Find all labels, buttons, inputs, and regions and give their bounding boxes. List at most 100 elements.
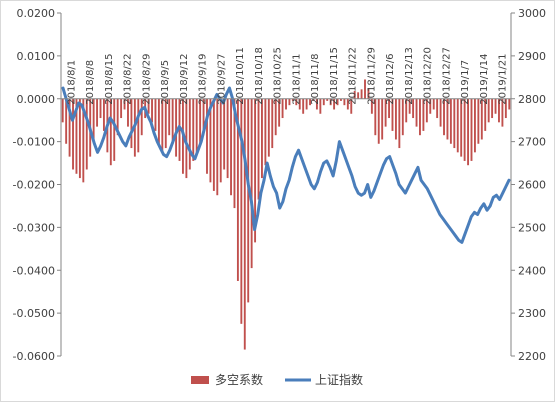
x-tick-label: 2018/8/8 <box>85 60 96 105</box>
bar <box>188 98 191 170</box>
bar <box>425 98 428 123</box>
line-layer <box>61 86 511 244</box>
bar <box>460 98 463 157</box>
bar <box>109 98 112 166</box>
bar <box>449 98 452 144</box>
bar <box>230 98 232 196</box>
bar <box>123 98 126 110</box>
x-tick-label: 2018/11/1 <box>291 53 302 104</box>
legend-label-bar: 多空系数 <box>215 372 263 387</box>
bar <box>120 98 123 119</box>
bar <box>353 91 356 99</box>
right-tick-label: 2800 <box>518 93 546 106</box>
bar <box>491 98 494 119</box>
bar <box>164 98 167 149</box>
bar <box>305 98 308 110</box>
bar <box>374 98 377 136</box>
bar <box>78 98 81 179</box>
right-tick-label: 2500 <box>518 221 546 234</box>
bar <box>96 98 99 127</box>
x-tick-label: 2018/11/22 <box>348 47 359 105</box>
right-tick-label: 2700 <box>518 136 546 149</box>
bar <box>480 98 483 140</box>
bar <box>498 98 500 123</box>
right-tick-label: 2200 <box>518 350 546 363</box>
bar <box>247 98 250 303</box>
x-tick-label: 2018/9/27 <box>216 53 227 104</box>
bar <box>350 98 353 114</box>
bar <box>333 98 336 110</box>
x-tick-label: 2018/10/25 <box>273 47 284 105</box>
x-tick-label: 2019/1/7 <box>460 60 471 105</box>
bar <box>436 98 439 119</box>
right-tick-label: 2600 <box>518 179 546 192</box>
bar <box>364 79 366 99</box>
bar <box>161 98 164 153</box>
bar <box>274 98 277 136</box>
left-tick-label: -0.0600 <box>13 350 55 363</box>
bar <box>408 98 411 114</box>
bar <box>147 98 150 114</box>
bar <box>467 98 470 166</box>
left-tick-label: -0.0300 <box>13 221 55 234</box>
bar <box>319 98 322 114</box>
bar <box>415 98 418 127</box>
left-tick-label: 0.0100 <box>17 50 56 63</box>
x-tick-label: 2018/12/27 <box>441 47 452 105</box>
bar <box>278 98 281 127</box>
bar <box>473 98 476 153</box>
bar <box>271 98 274 149</box>
bar <box>388 98 390 119</box>
bar <box>484 98 487 131</box>
bar <box>391 98 394 131</box>
bar <box>470 98 473 161</box>
bar <box>377 98 380 144</box>
left-tick-label: -0.0400 <box>13 264 55 277</box>
bar <box>243 98 246 350</box>
bar <box>127 98 129 127</box>
x-tick-label: 2018/9/19 <box>198 53 209 104</box>
bar <box>291 98 294 101</box>
legend-label-line: 上证指数 <box>315 372 363 387</box>
x-tick-label: 2018/9/12 <box>179 53 190 104</box>
bar <box>360 89 363 99</box>
bar <box>302 98 305 114</box>
bar <box>357 92 360 99</box>
bar <box>439 98 442 127</box>
x-tick-label: 2018/8/15 <box>104 53 115 104</box>
bar <box>75 98 78 174</box>
x-tick-label: 2018/11/15 <box>329 47 340 105</box>
right-tick-label: 2900 <box>518 50 546 63</box>
bar <box>394 98 397 140</box>
bar <box>157 98 160 144</box>
legend: 多空系数 上证指数 <box>191 372 363 387</box>
bar <box>477 98 480 144</box>
x-tick-label: 2018/8/1 <box>66 60 77 105</box>
bar <box>65 98 68 144</box>
bar <box>240 98 243 324</box>
bar <box>322 98 325 106</box>
bar <box>367 88 370 99</box>
x-tick-label: 2018/8/29 <box>141 53 152 104</box>
left-tick-label: -0.0200 <box>13 179 55 192</box>
left-tick-label: 0.0000 <box>17 93 56 106</box>
bar <box>264 98 267 166</box>
bar <box>212 98 215 191</box>
bar <box>295 98 298 106</box>
bar <box>254 98 257 243</box>
bar <box>312 98 315 101</box>
x-tick-label: 2018/8/22 <box>123 53 134 104</box>
bar <box>267 98 270 157</box>
x-tick-label: 2018/9/5 <box>160 60 171 105</box>
bar <box>432 98 435 110</box>
bars-layer <box>61 79 511 350</box>
bar <box>168 98 171 136</box>
bar <box>401 98 404 136</box>
bar <box>288 98 291 106</box>
bar <box>381 98 384 140</box>
bar <box>137 98 140 153</box>
bar <box>446 98 449 140</box>
bar <box>85 98 88 170</box>
bar <box>412 98 415 119</box>
bar <box>336 98 339 106</box>
